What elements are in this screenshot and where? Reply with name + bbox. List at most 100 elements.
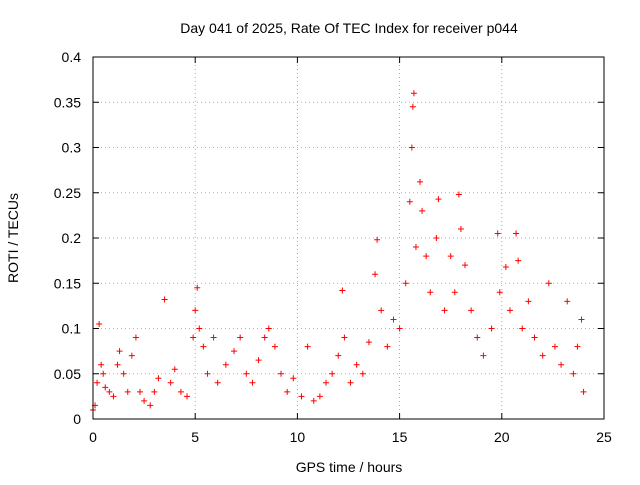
data-point [249, 379, 256, 386]
data-point [551, 343, 558, 350]
data-point [190, 334, 197, 341]
x-axis-label: GPS time / hours [296, 459, 403, 475]
data-point [372, 271, 379, 278]
data-point [128, 352, 135, 359]
data-point [455, 191, 462, 198]
axis-ticks: 0 0.05 0.1 0.15 0.2 0.25 0.3 0.35 0.4 0 5 10 15 20 25 [54, 49, 612, 445]
data-point [194, 284, 201, 291]
data-point [96, 320, 103, 327]
y-tick-label: 0.4 [62, 49, 82, 65]
data-point [177, 388, 184, 395]
data-point [237, 334, 244, 341]
data-point [462, 262, 469, 269]
data-point [447, 253, 454, 260]
grid-lines [93, 57, 604, 419]
data-point [132, 334, 139, 341]
data-point [94, 379, 101, 386]
data-point [365, 339, 372, 346]
data-point [494, 230, 501, 237]
data-point [359, 370, 366, 377]
data-point [141, 397, 148, 404]
data-point [120, 370, 127, 377]
y-tick-label: 0.25 [54, 185, 81, 201]
y-tick-label: 0.05 [54, 366, 81, 382]
data-point [519, 325, 526, 332]
data-point [378, 307, 385, 314]
data-point [427, 289, 434, 296]
data-point [347, 379, 354, 386]
data-point [329, 370, 336, 377]
data-point [290, 375, 297, 382]
data-point [412, 244, 419, 251]
data-point [316, 393, 323, 400]
x-tick-label: 5 [191, 429, 199, 445]
data-point [374, 236, 381, 243]
y-tick-label: 0.15 [54, 275, 81, 291]
data-point [271, 343, 278, 350]
data-point [323, 379, 330, 386]
y-tick-label: 0.2 [62, 230, 82, 246]
x-tick-label: 15 [392, 429, 408, 445]
data-point [502, 263, 509, 270]
data-point [353, 361, 360, 368]
y-tick-label: 0.35 [54, 94, 81, 110]
data-point [409, 103, 416, 110]
data-point [468, 307, 475, 314]
data-point [433, 235, 440, 241]
data-point [474, 334, 481, 341]
data-point [147, 402, 154, 409]
data-point [457, 225, 464, 232]
data-point [423, 253, 430, 260]
data-point [506, 307, 513, 314]
data-point [200, 343, 207, 350]
data-point [570, 370, 577, 377]
data-point [106, 388, 113, 395]
data-point [488, 325, 495, 332]
data-point [390, 316, 397, 323]
data-point [396, 325, 403, 332]
data-point [545, 280, 552, 287]
data-point [513, 230, 520, 237]
data-point [539, 352, 546, 359]
y-tick-label: 0.1 [62, 321, 82, 337]
chart-title: Day 041 of 2025, Rate Of TEC Index for r… [180, 20, 518, 36]
data-point [310, 397, 317, 404]
y-axis-label: ROTI / TECUs [5, 193, 21, 283]
data-point [515, 257, 522, 264]
data-point [171, 366, 178, 373]
data-point [137, 388, 144, 395]
data-point [116, 348, 123, 355]
x-tick-label: 25 [596, 429, 612, 445]
data-point [110, 393, 117, 400]
data-point [114, 361, 121, 368]
data-point [167, 379, 174, 386]
data-point [304, 343, 311, 350]
data-point [298, 393, 305, 400]
data-point [341, 334, 348, 341]
data-point [417, 178, 424, 185]
data-point [284, 388, 291, 395]
data-point [384, 343, 391, 350]
data-point [204, 370, 211, 377]
data-point [441, 307, 448, 314]
data-point [496, 289, 503, 296]
y-tick-label: 0 [73, 411, 81, 427]
data-point [525, 298, 532, 305]
data-point [558, 361, 565, 368]
x-tick-label: 0 [89, 429, 97, 445]
data-point [98, 361, 105, 368]
data-point [192, 307, 199, 314]
data-point [231, 348, 238, 355]
data-point [410, 90, 417, 97]
data-point [451, 289, 458, 296]
data-point [155, 375, 162, 382]
data-point [435, 196, 442, 203]
data-marks [90, 90, 587, 413]
data-point [124, 388, 131, 395]
x-tick-label: 10 [290, 429, 306, 445]
data-point [578, 316, 585, 323]
y-tick-label: 0.3 [62, 140, 82, 156]
data-point [531, 334, 538, 341]
